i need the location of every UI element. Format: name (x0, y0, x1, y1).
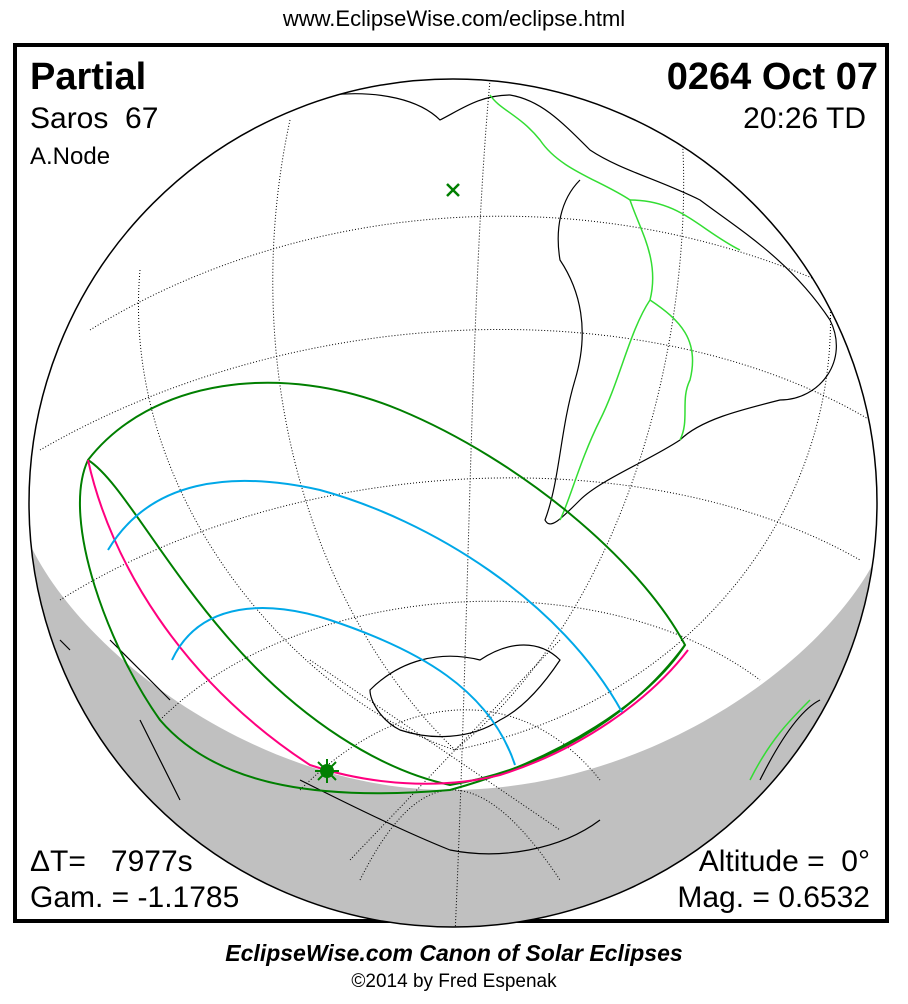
header-url: www.EclipseWise.com/eclipse.html (282, 6, 626, 31)
saros-number: Saros 67 (30, 102, 159, 135)
country-borders (489, 94, 811, 781)
subsolar-x-icon (446, 183, 460, 197)
eclipse-time: 20:26 TD (743, 102, 866, 135)
eclipse-date: 0264 Oct 07 (666, 56, 878, 98)
coastlines (59, 93, 837, 855)
magnitude-line-2 (171, 607, 516, 766)
eclipse-type: Partial (30, 56, 147, 98)
altitude: Altitude = 0° (698, 845, 870, 878)
magnitude: Mag. = 0.6532 (677, 881, 870, 914)
eclipse-paths (79, 381, 689, 795)
rise-set-curve (87, 459, 689, 785)
greatest-eclipse-star-icon (315, 759, 339, 783)
globe (29, 79, 877, 927)
globe-outline (28, 78, 878, 928)
penumbral-inner-curve (87, 459, 686, 787)
delta-t: ΔT= 7977s (30, 845, 193, 878)
node: A.Node (30, 143, 111, 170)
footer-title: EclipseWise.com Canon of Solar Eclipses (225, 940, 683, 966)
footer-copyright: ©2014 by Fred Espenak (351, 971, 557, 992)
gamma: Gam. = -1.1785 (30, 881, 240, 914)
magnitude-line-1 (107, 479, 623, 713)
